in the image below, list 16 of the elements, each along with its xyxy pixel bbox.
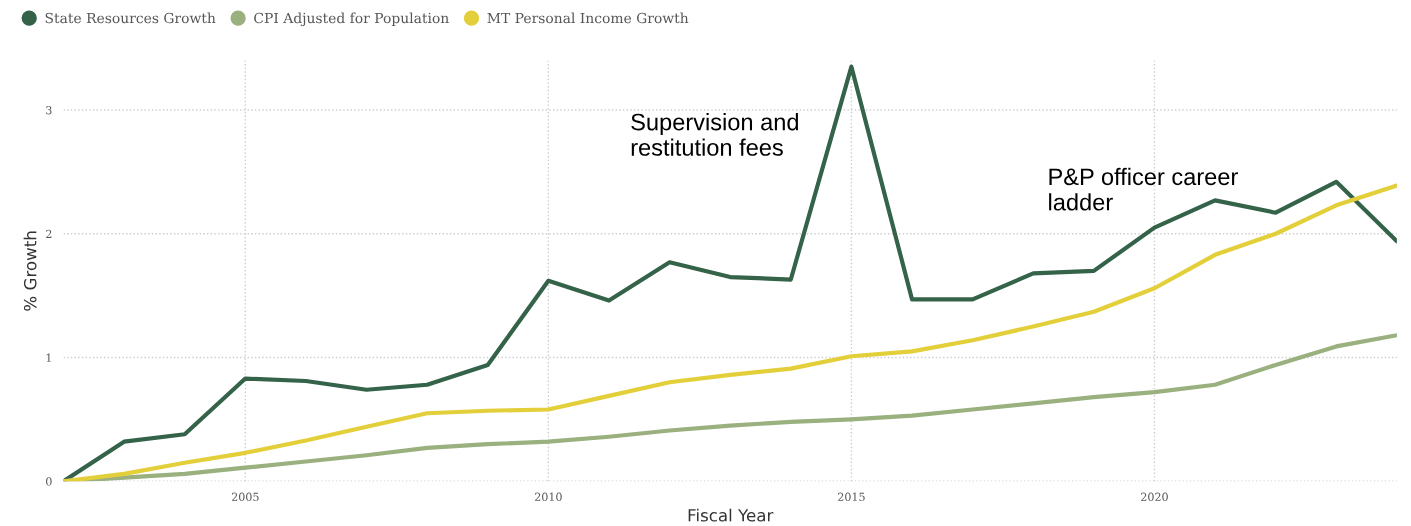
x-axis-title: Fiscal Year — [688, 508, 774, 522]
legend-label: State Resources Growth — [45, 12, 216, 24]
y-tick-label: 0 — [46, 477, 52, 486]
y-tick-label: 2 — [46, 229, 52, 238]
legend-label: CPI Adjusted for Population — [254, 12, 449, 27]
x-tick-label: 2015 — [838, 492, 865, 501]
legend-label: MT Personal Income Growth — [487, 12, 689, 24]
line-series — [63, 64, 1397, 482]
x-tick-label: 2005 — [231, 492, 259, 501]
annotation: Supervision and restitution fees — [631, 113, 798, 156]
y-axis-title: % Growth — [23, 231, 37, 311]
x-tick-label: 2010 — [534, 492, 562, 501]
y-tick-label: 3 — [46, 105, 52, 115]
x-tick-label: 2020 — [1141, 492, 1168, 501]
y-tick-label: 1 — [46, 353, 51, 362]
annotation: P&P officer career ladder — [1049, 167, 1238, 211]
